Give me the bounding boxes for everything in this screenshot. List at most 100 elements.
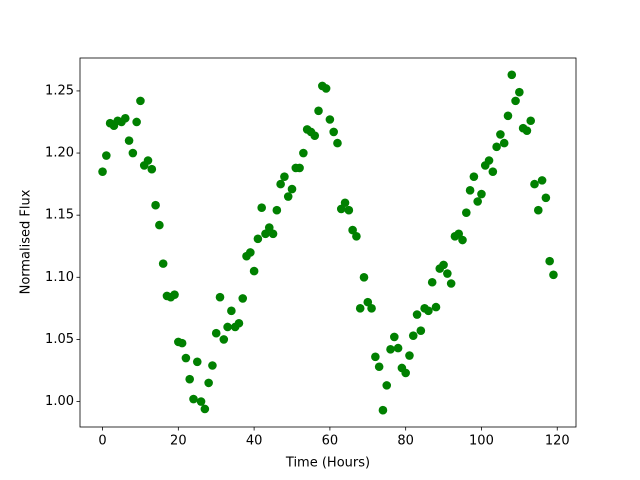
data-point [215, 292, 225, 302]
data-point [295, 163, 304, 173]
data-point [196, 397, 206, 406]
data-point [143, 156, 153, 165]
data-point [515, 87, 524, 97]
data-point [264, 223, 274, 232]
data-point [276, 179, 285, 189]
y-tick-label: 1.00 [45, 394, 74, 409]
data-point [325, 115, 335, 124]
data-point [102, 151, 111, 160]
data-point [253, 234, 263, 244]
data-point [124, 136, 134, 145]
data-point [537, 176, 547, 185]
data-point [246, 248, 255, 257]
data-point [280, 172, 289, 181]
data-point [185, 374, 194, 384]
data-point [192, 357, 202, 367]
data-point [545, 256, 554, 266]
x-tick-label: 40 [246, 434, 263, 449]
data-point [189, 394, 198, 404]
data-point [541, 193, 551, 203]
data-point [416, 326, 426, 336]
data-point [181, 353, 191, 363]
data-point [268, 229, 278, 239]
data-point [533, 205, 543, 215]
data-point [424, 306, 433, 316]
x-tick-label: 100 [469, 434, 494, 449]
data-point [272, 205, 282, 215]
data-point [465, 186, 475, 195]
data-point [340, 198, 350, 208]
data-point [469, 172, 479, 181]
data-point [446, 279, 456, 288]
y-tick-label: 1.20 [45, 146, 74, 161]
data-point [378, 405, 388, 415]
data-point [488, 167, 498, 176]
data-point [355, 304, 365, 313]
data-point [136, 96, 145, 106]
data-point [484, 156, 494, 165]
data-point [462, 208, 471, 217]
data-point [170, 290, 179, 299]
data-point [132, 117, 141, 127]
data-point [386, 345, 395, 354]
y-tick-label: 1.10 [45, 270, 74, 285]
data-point [238, 294, 248, 303]
data-point [348, 225, 357, 235]
data-point [477, 189, 486, 199]
data-point [503, 111, 513, 121]
data-point [336, 204, 346, 214]
data-point [526, 116, 536, 126]
data-point [98, 167, 107, 176]
data-point [299, 148, 308, 158]
data-point [329, 127, 338, 137]
y-tick-label: 1.25 [45, 83, 74, 98]
data-point [530, 179, 539, 189]
data-point [496, 130, 505, 139]
data-point [499, 138, 509, 148]
data-point [120, 113, 130, 123]
data-point [549, 270, 558, 280]
data-point [374, 362, 384, 372]
data-point [223, 322, 232, 332]
y-axis-label: Normalised Flux [19, 189, 34, 294]
data-point [234, 318, 244, 328]
data-point [371, 352, 380, 362]
data-point [382, 381, 392, 390]
data-point [310, 131, 320, 140]
data-point [147, 164, 157, 174]
data-point [511, 96, 520, 106]
data-point [200, 404, 210, 414]
data-point [204, 378, 213, 388]
data-point [352, 231, 361, 241]
data-point [257, 203, 266, 213]
data-point [128, 148, 138, 158]
x-tick-label: 120 [545, 434, 570, 449]
data-point [412, 310, 422, 319]
data-point [458, 235, 467, 245]
data-point [507, 70, 517, 80]
data-point [344, 205, 354, 215]
data-point [227, 306, 236, 316]
data-point [208, 361, 217, 370]
data-point [177, 338, 187, 348]
data-point [401, 368, 410, 378]
data-point [151, 200, 160, 210]
data-point [367, 304, 376, 313]
data-point [158, 259, 168, 268]
data-point [219, 335, 229, 344]
data-point [443, 269, 452, 278]
data-point [314, 106, 323, 116]
data-point [408, 331, 418, 340]
data-point [473, 197, 482, 206]
data-point [390, 332, 399, 342]
data-point [492, 142, 501, 152]
data-point [431, 302, 441, 312]
data-point [249, 266, 259, 276]
data-point [287, 184, 297, 194]
x-tick-label: 80 [397, 434, 414, 449]
data-point [333, 138, 342, 148]
data-point [454, 229, 464, 239]
data-point [439, 260, 448, 270]
